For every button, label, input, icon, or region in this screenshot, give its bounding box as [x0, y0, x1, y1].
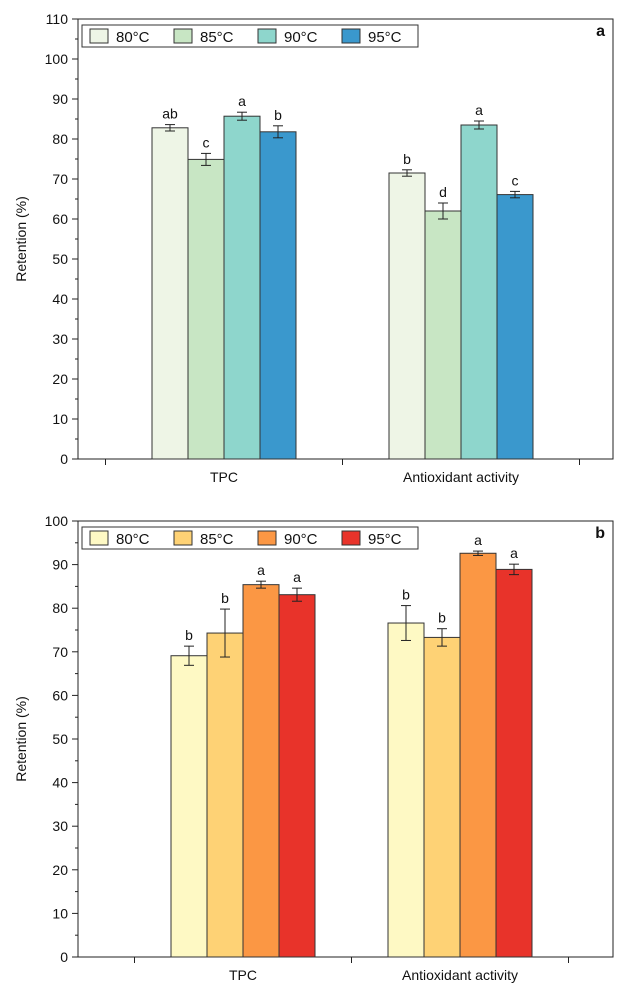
- y-tick-label: 100: [45, 513, 69, 529]
- significance-label: c: [512, 172, 519, 188]
- legend-swatch: [173, 530, 193, 546]
- bar: [170, 655, 208, 958]
- legend-entry-label: 85°C: [200, 29, 234, 46]
- y-tick-label: 0: [60, 451, 68, 467]
- significance-label: a: [510, 545, 518, 561]
- x-tick-label: Antioxidant activity: [402, 967, 518, 983]
- y-tick-label: 20: [52, 371, 68, 387]
- legend-box: [81, 24, 419, 48]
- significance-label: d: [439, 184, 447, 200]
- y-tick-label: 60: [52, 211, 68, 227]
- significance-label: b: [402, 587, 410, 603]
- y-tick-label: 0: [60, 949, 68, 965]
- bar: [496, 194, 534, 460]
- panel-label: b: [595, 525, 605, 542]
- legend-entry-label: 90°C: [284, 531, 318, 548]
- y-tick-label: 90: [52, 91, 68, 107]
- y-tick-label: 110: [46, 11, 69, 27]
- significance-label: a: [474, 532, 482, 548]
- bar: [459, 552, 497, 958]
- y-tick-label: 70: [52, 644, 68, 660]
- y-tick-label: 20: [52, 862, 68, 878]
- legend-swatch: [341, 28, 361, 44]
- significance-label: b: [185, 627, 193, 643]
- legend-entry-label: 90°C: [284, 29, 318, 46]
- y-tick-label: 30: [52, 331, 68, 347]
- y-tick-label: 80: [52, 131, 68, 147]
- plot-frame: [77, 520, 614, 958]
- y-tick-label: 10: [52, 411, 68, 427]
- y-tick-label: 30: [52, 818, 68, 834]
- significance-label: a: [257, 562, 265, 578]
- y-tick-label: 10: [52, 905, 68, 921]
- x-tick-label: Antioxidant activity: [403, 469, 519, 485]
- bar: [223, 115, 261, 460]
- panel-label: a: [596, 23, 605, 40]
- legend-swatch: [257, 530, 277, 546]
- y-axis-label: Retention (%): [13, 196, 29, 282]
- x-tick-label: TPC: [229, 967, 257, 983]
- chart-panel-a: 0 10 20 30 40 50 60 70 80 90 100 110 Retention (%) TP…: [13, 11, 614, 485]
- y-tick-label: 40: [52, 775, 68, 791]
- legend-entry-label: 95°C: [368, 29, 402, 46]
- y-tick-label: 100: [45, 51, 69, 67]
- legend: 80°C 85°C 90°C 95°C: [81, 526, 419, 550]
- significance-label: b: [438, 610, 446, 626]
- legend-swatch: [341, 530, 361, 546]
- legend-swatch: [89, 530, 109, 546]
- bar: [151, 127, 189, 460]
- y-axis-label: Retention (%): [13, 696, 29, 782]
- significance-label: ab: [162, 106, 178, 122]
- legend-box: [81, 526, 419, 550]
- bar: [259, 131, 297, 460]
- bar: [424, 210, 462, 460]
- y-tick-label: 40: [52, 291, 68, 307]
- significance-label: c: [203, 134, 210, 150]
- x-tick-label: TPC: [210, 469, 238, 485]
- bar: [278, 594, 316, 958]
- legend-entry-label: 95°C: [368, 531, 402, 548]
- y-tick-label: 70: [52, 171, 68, 187]
- y-tick-label: 80: [52, 600, 68, 616]
- bar: [387, 622, 425, 958]
- y-tick-label: 50: [52, 251, 68, 267]
- legend-entry-label: 80°C: [116, 531, 150, 548]
- significance-label: a: [475, 102, 483, 118]
- legend-entry-label: 85°C: [200, 531, 234, 548]
- bar: [495, 568, 533, 958]
- bar: [460, 124, 498, 460]
- legend-swatch: [89, 28, 109, 44]
- bar: [187, 158, 225, 460]
- bar: [242, 584, 280, 958]
- significance-label: a: [293, 569, 301, 585]
- legend-swatch: [257, 28, 277, 44]
- legend-swatch: [173, 28, 193, 44]
- y-tick-label: 60: [52, 687, 68, 703]
- significance-label: b: [403, 151, 411, 167]
- y-tick-label: 50: [52, 731, 68, 747]
- significance-label: b: [274, 107, 282, 123]
- significance-label: a: [238, 93, 246, 109]
- y-tick-label: 90: [52, 557, 68, 573]
- significance-label: b: [221, 590, 229, 606]
- legend: 80°C 85°C 90°C 95°C: [81, 24, 419, 48]
- bar: [388, 172, 426, 460]
- bar: [423, 636, 461, 958]
- bar: [206, 632, 244, 958]
- chart-panel-b: 0 10 20 30 40 50 60 70 80 90 100 Retention (%) TPC An…: [13, 513, 614, 983]
- legend-entry-label: 80°C: [116, 29, 150, 46]
